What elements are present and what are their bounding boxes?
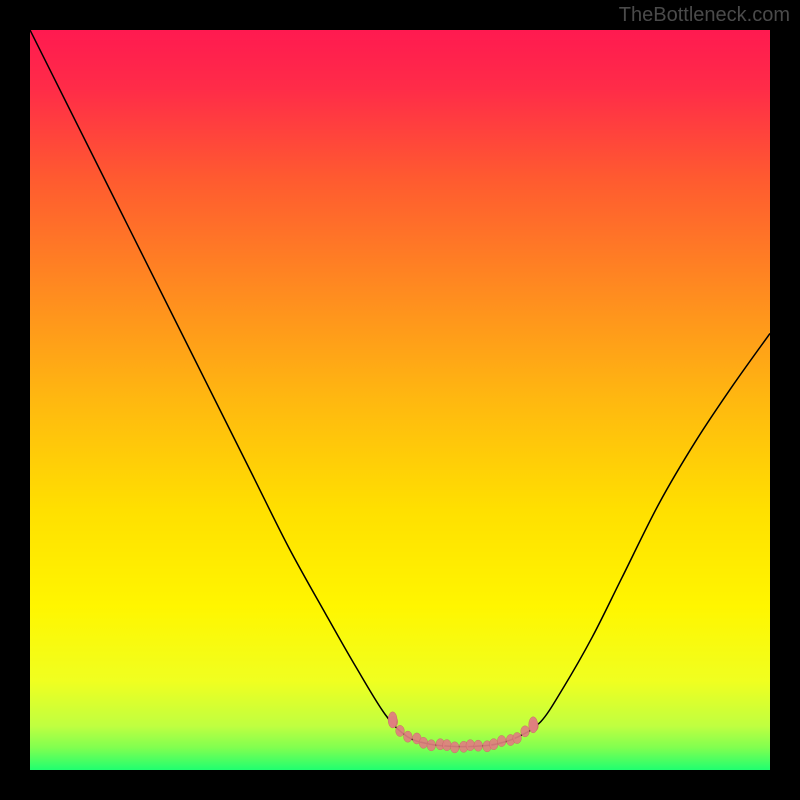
curve-marker [513, 732, 522, 743]
bottleneck-curve [30, 30, 770, 770]
curve-marker [521, 726, 530, 737]
bottleneck-chart [30, 30, 770, 770]
curve-marker [489, 739, 498, 750]
curve-marker [419, 737, 428, 748]
curve-marker-end [388, 712, 397, 728]
curve-marker [466, 740, 475, 751]
curve-marker [474, 740, 483, 751]
curve-marker [404, 731, 413, 742]
curve-marker [427, 740, 436, 751]
curve-marker [396, 725, 405, 736]
curve-marker-end [529, 717, 538, 733]
watermark-text: TheBottleneck.com [619, 4, 790, 27]
curve-marker [443, 740, 452, 751]
curve-marker [450, 742, 459, 753]
curve-marker [497, 735, 506, 746]
